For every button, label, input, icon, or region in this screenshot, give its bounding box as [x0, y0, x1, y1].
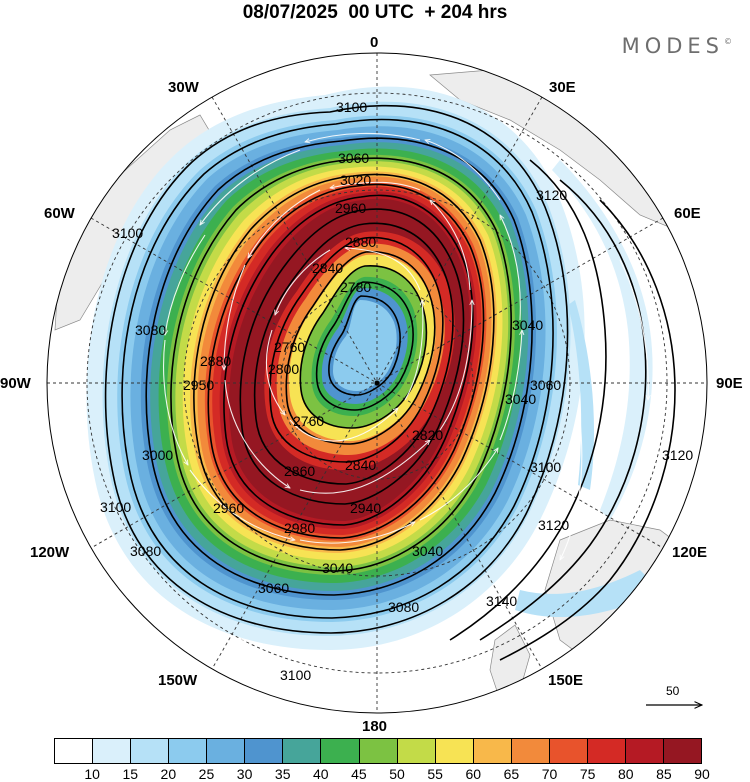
brand-mark: ©	[724, 37, 732, 46]
contour-label: 3100	[336, 99, 367, 115]
longitude-label-0: 0	[370, 34, 379, 51]
contour-label: 3060	[258, 580, 289, 596]
wind-speed-colorbar	[54, 738, 702, 764]
reference-vector-label: 50	[666, 684, 680, 698]
colorbar-swatch	[397, 739, 436, 763]
contour-label: 2940	[350, 500, 381, 516]
contour-label: 3140	[486, 593, 517, 609]
colorbar-swatch	[435, 739, 474, 763]
contour-label: 2800	[268, 361, 299, 377]
contour-label: 2880	[345, 234, 376, 250]
colorbar-tick-label: 25	[198, 766, 215, 782]
contour-label: 3040	[505, 391, 536, 407]
contour-label: 3100	[112, 225, 143, 241]
contour-label: 2980	[284, 520, 315, 536]
colorbar-swatch	[664, 739, 702, 763]
colorbar-tick-label: 10	[84, 766, 100, 782]
contour-label: 3020	[340, 172, 371, 188]
contour-label: 3040	[512, 317, 543, 333]
colorbar-swatch	[283, 739, 322, 763]
height-contours	[104, 104, 676, 661]
brand-logo: MODES©	[622, 34, 732, 58]
contour-label: 2960	[335, 200, 366, 216]
colorbar-swatch	[473, 739, 512, 763]
colorbar-tick-label: 65	[503, 766, 520, 782]
colorbar-tick-label: 75	[579, 766, 596, 782]
colorbar-swatch	[587, 739, 626, 763]
contour-label: 2840	[345, 457, 376, 473]
contour-label: 2760	[293, 413, 324, 429]
longitude-label-150e: 150E	[548, 672, 584, 689]
contour-label: 3080	[130, 543, 161, 559]
contour-label: 3120	[536, 187, 567, 203]
longitude-label-120w: 120W	[30, 544, 70, 561]
contour-label: 2960	[213, 500, 244, 516]
contour-label: 3080	[388, 599, 419, 615]
longitude-label-60w: 60W	[44, 205, 75, 222]
longitude-label-90w: 90W	[0, 375, 31, 392]
colorbar-tick-label: 20	[160, 766, 177, 782]
contour-label: 3040	[412, 543, 443, 559]
longitude-label-150w: 150W	[158, 672, 198, 689]
contour-label: 3040	[322, 560, 353, 576]
colorbar-swatch	[131, 739, 170, 763]
colorbar-swatch	[245, 739, 284, 763]
colorbar-tick-label: 45	[351, 766, 367, 782]
colorbar-swatch	[93, 739, 132, 763]
colorbar-swatch	[207, 739, 246, 763]
contour-label: 3100	[100, 499, 131, 515]
colorbar-tick-label: 70	[541, 766, 558, 782]
south-pole-marker	[374, 380, 380, 386]
longitude-label-120e: 120E	[672, 544, 708, 561]
contour-label: 3000	[142, 447, 173, 463]
colorbar-tick-label: 55	[427, 766, 443, 782]
colorbar-swatch	[549, 739, 588, 763]
contour-label: 2880	[200, 353, 231, 369]
contour-label: 3060	[530, 377, 561, 393]
colorbar-tick-label: 50	[389, 766, 405, 782]
contour-label: 3100	[280, 667, 311, 683]
contour-label: 3080	[135, 322, 166, 338]
colorbar-tick-label: 30	[236, 766, 253, 782]
colorbar-tick-label: 80	[617, 766, 634, 782]
contour-label-group: 3100 3060 3020 2960 2880 2840 2780 2760 …	[100, 99, 693, 683]
colorbar-tick-label: 40	[313, 766, 329, 782]
colorbar-tick-label: 60	[465, 766, 482, 782]
contour-label: 2950	[183, 377, 214, 393]
contour-label: 2760	[274, 339, 305, 355]
contour-label: 3100	[530, 459, 561, 475]
colorbar-swatch	[169, 739, 208, 763]
brand-name: MODES	[621, 34, 724, 58]
contour-label: 2840	[312, 260, 343, 276]
colorbar-tick-label: 15	[122, 766, 139, 782]
contour-label: 2780	[340, 279, 371, 295]
wind-streamlines	[149, 132, 648, 655]
contour-label: 2860	[284, 463, 315, 479]
longitude-label-30w: 30W	[168, 79, 199, 96]
colorbar-swatch	[55, 739, 94, 763]
contour-label: 3060	[338, 150, 369, 166]
contour-label: 2820	[412, 427, 443, 443]
colorbar-swatch	[625, 739, 664, 763]
colorbar-tick-label: 90	[694, 766, 710, 782]
colorbar-swatch	[321, 739, 360, 763]
map-boundary	[46, 52, 708, 714]
colorbar-tick-label: 35	[274, 766, 291, 782]
colorbar-swatch	[511, 739, 550, 763]
colorbar-tick-labels: 10 15 20 25 30 35 40 45 50 55 60 65 70 75 80 85 90	[54, 766, 709, 782]
longitude-label-60e: 60E	[674, 205, 701, 222]
map-disc	[47, 53, 707, 713]
colorbar-swatch	[359, 739, 398, 763]
longitude-label-90e: 90E	[716, 375, 743, 392]
longitude-label-30e: 30E	[549, 79, 576, 96]
contour-label: 3120	[662, 447, 693, 463]
longitude-label-180: 180	[362, 718, 388, 735]
contour-label: 3120	[538, 517, 569, 533]
colorbar-tick-label: 85	[656, 766, 672, 782]
map-title: 08/07/2025 00 UTC + 204 hrs	[242, 2, 508, 23]
